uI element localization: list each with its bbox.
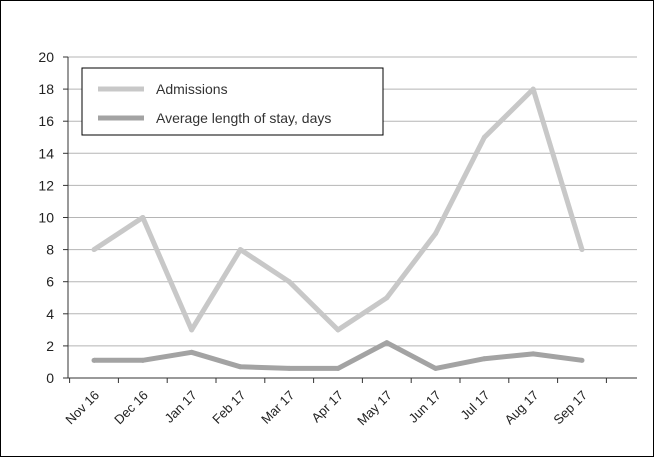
y-tick-label-12: 12 (38, 177, 54, 193)
data-point-admissions-7 (433, 231, 439, 237)
legend-label-admissions: Admissions (156, 81, 228, 97)
data-point-average-length-of-stay-days-3 (237, 364, 243, 370)
y-tick-label-0: 0 (46, 370, 54, 386)
y-tick-label-16: 16 (38, 113, 54, 129)
data-point-admissions-5 (335, 327, 341, 333)
data-point-admissions-10 (579, 247, 585, 253)
data-point-admissions-1 (140, 215, 146, 220)
y-tick-label-20: 20 (38, 49, 54, 65)
y-tick-label-14: 14 (38, 145, 54, 161)
data-point-average-length-of-stay-days-8 (481, 356, 487, 362)
y-tick-label-8: 8 (46, 242, 54, 258)
data-point-average-length-of-stay-days-6 (384, 340, 390, 346)
data-point-average-length-of-stay-days-2 (189, 349, 195, 355)
data-point-average-length-of-stay-days-9 (530, 351, 536, 357)
data-point-admissions-0 (91, 247, 97, 253)
data-point-average-length-of-stay-days-10 (579, 357, 585, 363)
y-tick-label-2: 2 (46, 338, 54, 354)
y-tick-label-6: 6 (46, 274, 54, 290)
data-point-average-length-of-stay-days-4 (286, 365, 292, 371)
data-point-admissions-8 (481, 134, 487, 140)
data-point-admissions-9 (530, 86, 536, 92)
data-point-admissions-6 (384, 295, 390, 301)
data-point-average-length-of-stay-days-0 (91, 357, 97, 363)
data-point-average-length-of-stay-days-1 (140, 357, 146, 363)
legend-label-average-length-of-stay: Average length of stay, days (156, 110, 331, 126)
y-tick-label-18: 18 (38, 81, 54, 97)
data-point-admissions-4 (286, 279, 292, 285)
data-point-admissions-3 (237, 247, 243, 253)
series-lines (91, 86, 585, 371)
y-tick-label-10: 10 (38, 210, 54, 226)
data-point-average-length-of-stay-days-7 (433, 365, 439, 371)
y-tick-label-4: 4 (46, 306, 54, 322)
data-point-average-length-of-stay-days-5 (335, 365, 341, 371)
legend-box (81, 67, 384, 136)
data-point-admissions-2 (189, 327, 195, 333)
legend: Admissions Average length of stay, days (81, 67, 384, 136)
